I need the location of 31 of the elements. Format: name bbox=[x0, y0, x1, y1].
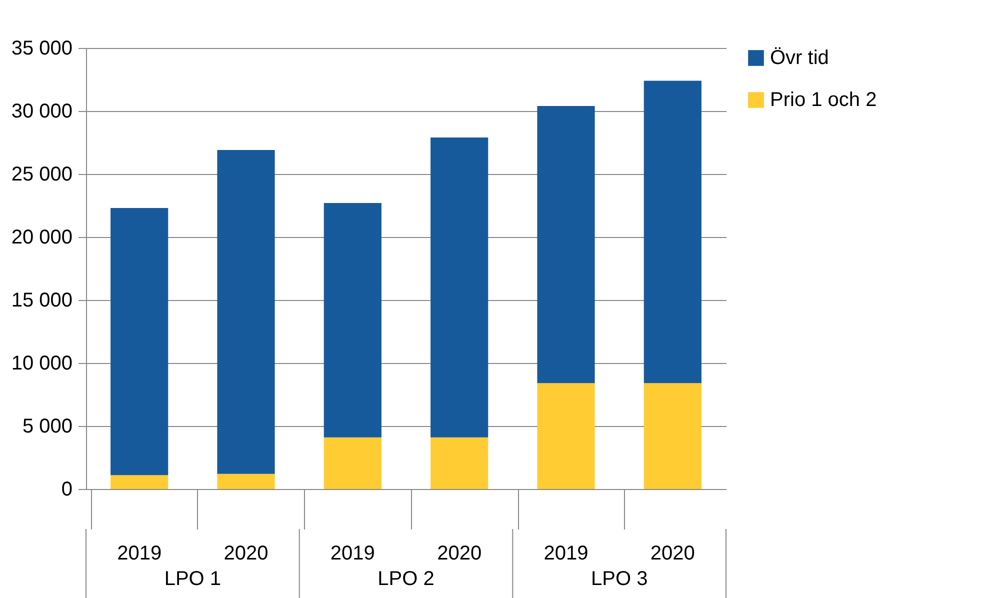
y-tick-label: 35 000 bbox=[11, 38, 72, 60]
bar bbox=[110, 475, 168, 489]
bar bbox=[430, 137, 488, 438]
y-tick-label: 15 000 bbox=[11, 290, 72, 312]
bar bbox=[537, 383, 595, 489]
x-tick-label: 2019 bbox=[544, 542, 588, 564]
x-tick-label: 2020 bbox=[437, 542, 482, 564]
bar bbox=[644, 383, 702, 489]
x-tick-label: 2020 bbox=[224, 542, 268, 564]
bar bbox=[644, 80, 702, 384]
x-tick-label: 2019 bbox=[330, 542, 375, 564]
x-tick-label: 2019 bbox=[117, 542, 162, 564]
bar bbox=[217, 150, 275, 474]
text: LPO 3 bbox=[590, 568, 648, 590]
y-tick-label: 10 000 bbox=[11, 352, 72, 374]
bar bbox=[217, 474, 275, 489]
y-tick-label: 20 000 bbox=[11, 226, 72, 248]
bar bbox=[324, 437, 382, 489]
y-tick-label: 30 000 bbox=[11, 100, 72, 122]
bar bbox=[430, 437, 488, 489]
text: LPO 2 bbox=[378, 568, 434, 590]
y-tick-label: 0 bbox=[61, 478, 72, 500]
y-tick-label: 5 000 bbox=[22, 416, 72, 438]
legend-label: Övr tid bbox=[770, 47, 829, 69]
x-tick-label: 2020 bbox=[650, 542, 695, 564]
text: LPO 1 bbox=[164, 568, 222, 590]
bar bbox=[110, 208, 168, 476]
y-tick-label: 25 000 bbox=[11, 164, 72, 186]
legend-label: Prio 1 och 2 bbox=[770, 89, 877, 111]
bar bbox=[324, 202, 382, 438]
bar bbox=[537, 106, 595, 384]
